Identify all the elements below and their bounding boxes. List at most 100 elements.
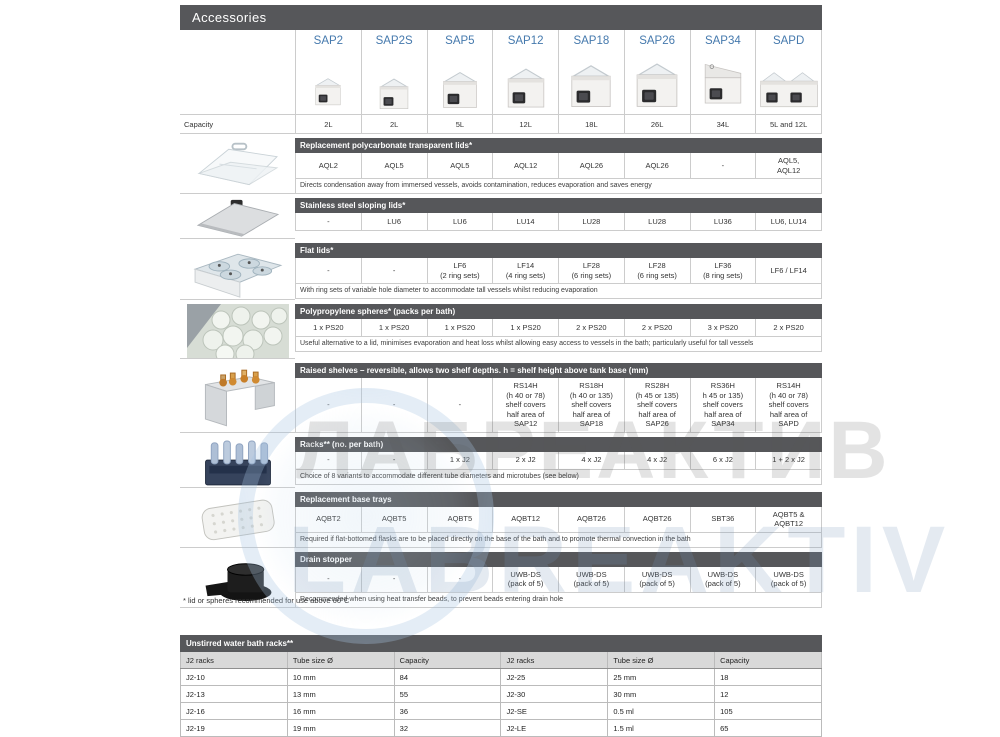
- section-note: Recommended when using heat transfer bea…: [295, 592, 822, 608]
- racks-header-cell: Tube size Ø: [288, 652, 395, 668]
- value-line: SBT36: [711, 514, 735, 524]
- value-line: half area of: [506, 409, 545, 419]
- value-line: shelf covers: [571, 400, 612, 409]
- value-line: (6 ring sets): [637, 270, 677, 280]
- value-cell: LU6: [428, 213, 494, 230]
- value-cell: LU14: [493, 213, 559, 230]
- value-cell: UWB-DS (pack of 5): [756, 566, 822, 592]
- value-line: RS14H: [776, 381, 801, 390]
- value-cell: AQL26: [559, 153, 625, 178]
- product-name: SAP26: [639, 35, 676, 47]
- section-content: Replacement base trays AQBT2 AQBT5 AQBT5 AQB…: [295, 491, 822, 548]
- section-values-row: AQL2 AQL5 AQL5 AQL12 AQL26 AQL26- AQL5, AQL12: [295, 153, 822, 179]
- capacity-label: Capacity: [184, 119, 214, 129]
- value-cell: AQL26: [625, 153, 691, 178]
- value-line: AQL2: [318, 160, 338, 170]
- value-line: AQBT5: [381, 514, 407, 524]
- table-cell: J2-19: [180, 720, 288, 736]
- value-cell: AQBT12: [493, 506, 559, 532]
- value-cell: -: [296, 258, 362, 283]
- value-line: -: [458, 400, 462, 409]
- value-line: (4 ring sets): [505, 270, 546, 280]
- section-values-row: - - LF6 (2 ring sets) LF14 (4 ring sets) LF28(…: [295, 258, 822, 284]
- section-content: Racks** (no. per bath) - - 1 x J2 2 x J2 4 x …: [295, 436, 822, 488]
- value-line: shelf covers: [768, 400, 809, 409]
- value-cell: AQL5, AQL12: [756, 153, 822, 178]
- section-title: Raised shelves – reversible, allows two …: [295, 363, 822, 378]
- section-title: Replacement polycarbonate transparent li…: [295, 138, 822, 153]
- section-title: Polypropylene spheres* (packs per bath): [295, 304, 822, 319]
- section-values-row: - - - UWB-DS (pack of 5) UWB-DS (pack of 5) UWB…: [295, 566, 822, 593]
- bath-image: [500, 47, 552, 114]
- value-line: LF36: [714, 261, 732, 270]
- value-line: -: [392, 455, 396, 465]
- value-cell: AQL5: [362, 153, 428, 178]
- value-cell: RS36H h 45 or 135) shelf covers half area o…: [691, 378, 757, 432]
- value-line: SAP12: [513, 419, 538, 428]
- table-cell: 65: [715, 720, 822, 736]
- value-line: AQL5: [450, 160, 470, 170]
- value-line: LU14: [516, 216, 535, 226]
- table-cell: 36: [395, 703, 502, 719]
- section-content: Polypropylene spheres* (packs per bath) 1…: [295, 304, 822, 359]
- value-cell: LU6: [362, 213, 428, 230]
- value-line: AQBT26: [642, 514, 672, 524]
- value-cell: -: [296, 566, 362, 592]
- value-line: AQBT12: [511, 514, 540, 524]
- value-cell: 1 x PS20: [362, 319, 428, 336]
- value-line: (h 40 or 78): [769, 390, 809, 400]
- value-line: LF6 / LF14: [770, 265, 807, 275]
- value-line: UWB-DS: [510, 569, 541, 579]
- value-cell: LF36 (8 ring sets): [691, 258, 757, 283]
- product-name: SAP5: [445, 35, 475, 47]
- bath-image: [628, 47, 686, 114]
- value-line: -: [327, 400, 330, 409]
- transparent-lid-image: [180, 138, 295, 194]
- table-cell: J2-25: [501, 669, 609, 685]
- bath-image: [697, 47, 749, 114]
- section-title: Drain stopper: [295, 551, 822, 567]
- value-cell: LF28 (6 ring sets): [625, 258, 691, 283]
- value-cell: 3 x PS20: [691, 319, 757, 336]
- section-content: Stainless steel sloping lids* - LU6 LU6 LU14…: [295, 198, 822, 239]
- accessory-sections: Replacement polycarbonate transparent li…: [180, 138, 822, 608]
- bath-image: [563, 47, 619, 114]
- product-name: SAPD: [772, 35, 805, 47]
- value-cell: LU6, LU14: [756, 213, 822, 230]
- value-line: -: [327, 265, 330, 275]
- value-cell: -: [362, 451, 428, 469]
- value-line: LU6, LU14: [770, 216, 807, 226]
- value-cell: 2 x PS20: [756, 319, 822, 336]
- value-line: RS18H: [579, 381, 604, 390]
- section-values-row: - LU6 LU6 LU14 LU28 LU28 LU36 LU6, LU14: [295, 213, 822, 231]
- value-line: 2 x PS20: [773, 322, 804, 332]
- accessory-section: Racks** (no. per bath) - - 1 x J2 2 x J2 4 x …: [180, 436, 822, 488]
- section-values-row: - - 1 x J2 2 x J2 4 x J2 4 x J2 6 x J2 1 + 2 x …: [295, 451, 822, 470]
- spheres-image: [180, 304, 295, 359]
- capacity-row: Capacity 2L 2L 5L 12L 18L 26L 34L 5L and 12L: [180, 114, 822, 134]
- table-cell: 1.5 ml: [608, 720, 716, 736]
- racks-header-cell: Capacity: [395, 652, 502, 668]
- value-cell: -: [362, 258, 428, 283]
- value-cell: UWB-DS (pack of 5): [559, 566, 625, 592]
- value-cell: AQL2: [296, 153, 362, 178]
- unstirred-racks-table: Unstirred water bath racks** J2 racks Tub…: [180, 635, 822, 737]
- table-row: J2-13 13 mm 55 J2-30 30 mm 12: [180, 686, 822, 703]
- section-title: Stainless steel sloping lids*: [295, 198, 822, 213]
- table-cell: J2-30: [501, 686, 609, 702]
- value-line: 1 + 2 x J2: [772, 455, 805, 465]
- value-line: half area of: [572, 409, 611, 419]
- value-line: SAP18: [579, 419, 604, 428]
- value-line: SAP26: [645, 419, 669, 428]
- capacity-cell: 5L: [428, 115, 494, 133]
- value-line: 2 x J2: [515, 455, 536, 465]
- value-line: UWB-DS: [707, 569, 739, 579]
- capacity-cell: 34L: [691, 115, 757, 133]
- value-line: -: [721, 160, 725, 170]
- value-cell: 2 x J2: [493, 451, 559, 469]
- value-cell: -: [428, 378, 494, 432]
- value-cell: AQBT5: [362, 506, 428, 532]
- value-line: SAPD: [778, 419, 799, 428]
- value-line: AQBT5 &: [772, 509, 805, 519]
